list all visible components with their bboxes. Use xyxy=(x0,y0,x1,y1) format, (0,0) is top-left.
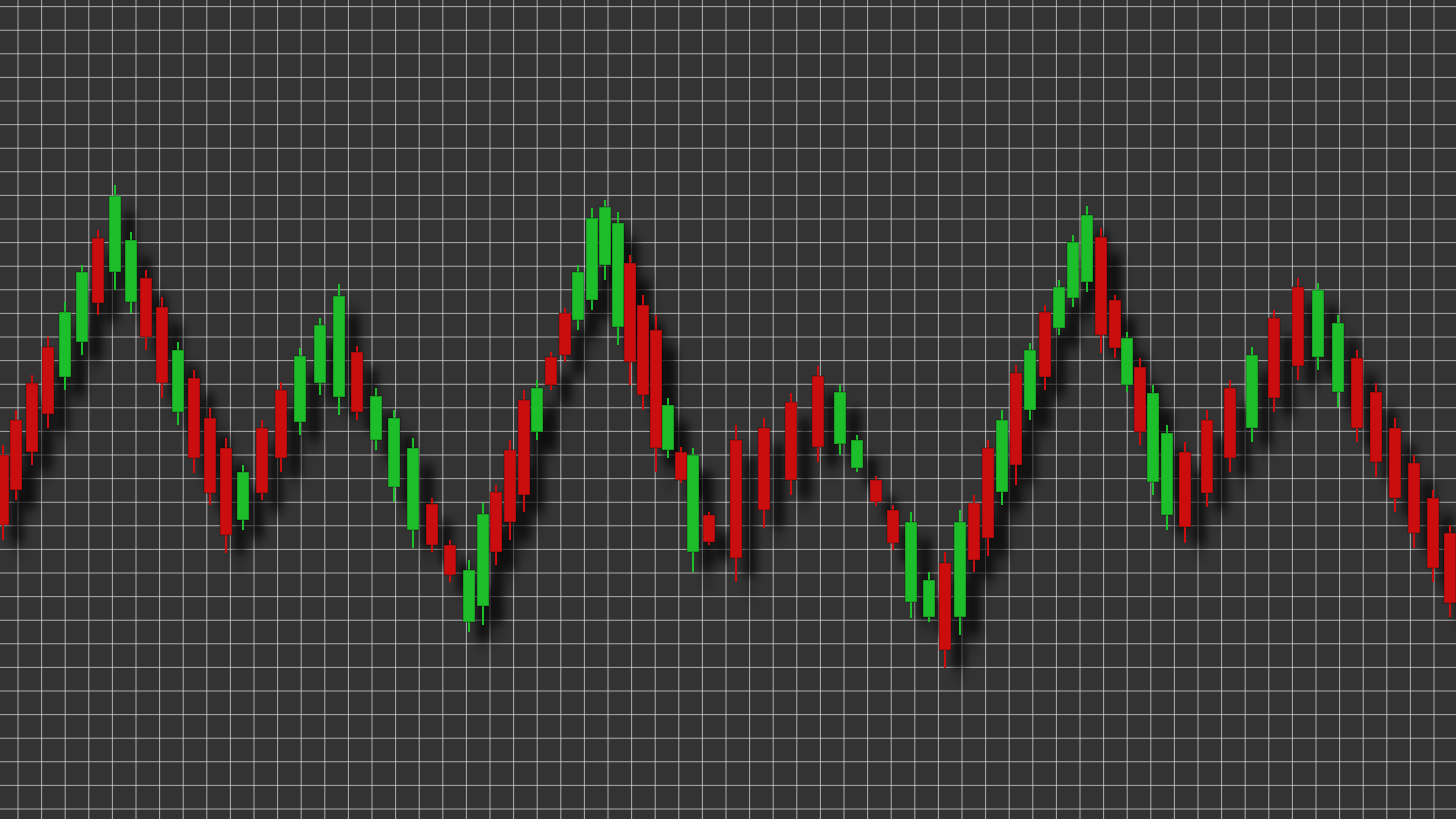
candle-body xyxy=(1146,392,1160,483)
candle-body xyxy=(332,295,346,398)
candle-body xyxy=(1066,241,1080,299)
candle-body xyxy=(811,375,825,448)
candle-body xyxy=(503,449,517,523)
candle-body xyxy=(203,417,217,494)
candle-body xyxy=(293,355,307,423)
candle-body xyxy=(1178,451,1192,528)
candle-body xyxy=(661,404,675,451)
candle-body xyxy=(1080,214,1094,283)
candle-body xyxy=(953,521,967,618)
candle-body xyxy=(1120,337,1134,386)
candle-body xyxy=(729,439,743,559)
candles xyxy=(0,185,1456,668)
candle-body xyxy=(387,417,401,488)
candle-body xyxy=(850,439,864,469)
candle-body xyxy=(1311,289,1325,358)
candle-body xyxy=(91,237,105,304)
candle-body xyxy=(1291,286,1305,367)
candle-body xyxy=(981,447,995,539)
candle-body xyxy=(236,471,250,521)
candle-body xyxy=(1245,354,1259,429)
candle-body xyxy=(1443,532,1456,604)
candle-body xyxy=(406,447,420,531)
candle-body xyxy=(995,419,1009,493)
candle-body xyxy=(476,513,490,607)
candle-body xyxy=(904,521,918,603)
candle-body xyxy=(1052,286,1066,329)
candle-body xyxy=(1094,236,1108,336)
candle-body xyxy=(1023,349,1037,411)
candle-body xyxy=(58,311,72,378)
candle-body xyxy=(155,306,169,384)
candle-body xyxy=(922,579,936,618)
candle-body xyxy=(886,509,900,544)
candle-body xyxy=(313,324,327,384)
candle-body xyxy=(219,447,233,536)
candle-body xyxy=(757,427,771,511)
candle-body xyxy=(255,427,269,494)
candle-body xyxy=(585,217,599,301)
candle-body xyxy=(1200,419,1214,494)
candle-body xyxy=(9,419,23,491)
candle-body xyxy=(124,239,138,303)
candle-body xyxy=(611,222,625,328)
candle-body xyxy=(558,312,572,356)
candle-body xyxy=(869,479,883,503)
candle-body xyxy=(674,451,688,481)
candle-body xyxy=(139,277,153,338)
candle-body xyxy=(25,382,39,453)
candle-body xyxy=(598,206,612,266)
candle-body xyxy=(1426,497,1440,569)
candle-body xyxy=(1267,317,1281,399)
candle-body xyxy=(1133,366,1147,433)
candle-body xyxy=(517,399,531,496)
candle-body xyxy=(649,329,663,449)
candle-body xyxy=(1009,372,1023,466)
candle-body xyxy=(187,377,201,459)
candle-body xyxy=(369,395,383,441)
candle-body xyxy=(833,391,847,445)
candle-body xyxy=(623,262,637,363)
candle-body xyxy=(1369,391,1383,463)
candle-body xyxy=(636,304,650,396)
candle-body xyxy=(1407,462,1421,534)
candle-body xyxy=(350,351,364,413)
candle-body xyxy=(1350,357,1364,429)
candle-body xyxy=(1331,322,1345,393)
candle-body xyxy=(571,271,585,321)
candle-body xyxy=(686,454,700,553)
candle-body xyxy=(1038,311,1052,378)
candle-body xyxy=(41,346,55,415)
candle-body xyxy=(784,401,798,481)
candle-body xyxy=(702,514,716,543)
candle-body xyxy=(462,569,476,623)
candle-body xyxy=(1108,299,1122,349)
candle-body xyxy=(171,349,185,413)
candle-body xyxy=(489,491,503,553)
candle-body xyxy=(75,271,89,343)
candle-body xyxy=(967,502,981,561)
candle-body xyxy=(1388,427,1402,499)
candle-body xyxy=(938,562,952,651)
candle-body xyxy=(274,389,288,459)
candle-body xyxy=(108,195,122,273)
candle-body xyxy=(443,544,457,576)
candle-body xyxy=(544,356,558,386)
candle-body xyxy=(1160,432,1174,516)
candle-body xyxy=(530,387,544,433)
candle-body xyxy=(1223,387,1237,459)
candle-body xyxy=(0,454,10,526)
candle-body xyxy=(425,503,439,546)
